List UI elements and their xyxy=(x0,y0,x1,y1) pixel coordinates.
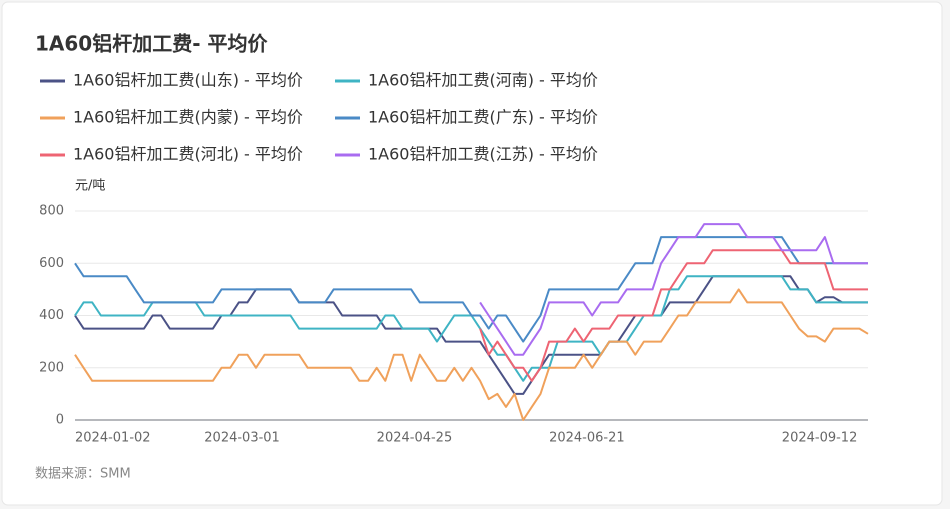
x-tick-label: 2024-04-25 xyxy=(377,431,453,446)
legend-label: 1A60铝杆加工费(河北) - 平均价 xyxy=(73,145,303,164)
x-tick-label: 2024-03-01 xyxy=(204,431,280,446)
y-tick-label: 600 xyxy=(39,256,64,271)
series-line xyxy=(74,236,868,343)
y-tick-label: 800 xyxy=(39,204,64,219)
legend-label: 1A60铝杆加工费(广东) - 平均价 xyxy=(368,108,598,127)
series-line xyxy=(479,223,868,356)
x-tick-label: 2024-06-21 xyxy=(549,431,625,446)
series-line xyxy=(74,288,869,421)
x-tick-label: 2024-09-12 xyxy=(782,431,858,446)
legend-label: 1A60铝杆加工费(河南) - 平均价 xyxy=(368,71,598,90)
series-line xyxy=(479,249,868,382)
legend-label: 1A60铝杆加工费(山东) - 平均价 xyxy=(73,71,303,90)
x-tick-label: 2024-01-02 xyxy=(75,431,151,446)
chart-title: 1A60铝杆加工费- 平均价 xyxy=(35,32,268,56)
y-axis-unit: 元/吨 xyxy=(75,179,105,194)
legend-label: 1A60铝杆加工费(内蒙) - 平均价 xyxy=(73,108,303,127)
source-note: 数据来源：SMM xyxy=(35,467,131,482)
y-tick-label: 200 xyxy=(39,360,64,375)
y-tick-label: 0 xyxy=(56,413,64,428)
y-tick-label: 400 xyxy=(39,308,64,323)
legend-label: 1A60铝杆加工费(江苏) - 平均价 xyxy=(368,145,598,164)
